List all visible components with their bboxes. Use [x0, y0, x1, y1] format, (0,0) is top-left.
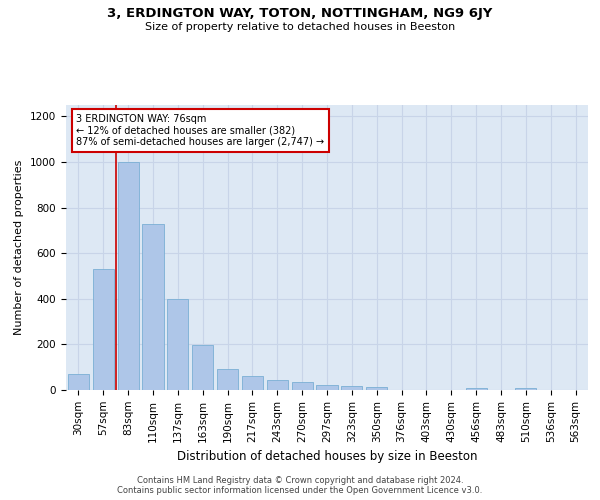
Text: Size of property relative to detached houses in Beeston: Size of property relative to detached ho…: [145, 22, 455, 32]
Bar: [93, 269, 114, 390]
Bar: [366, 386, 387, 390]
Bar: [515, 388, 536, 390]
Text: 3 ERDINGTON WAY: 76sqm
← 12% of detached houses are smaller (382)
87% of semi-de: 3 ERDINGTON WAY: 76sqm ← 12% of detached…: [76, 114, 325, 147]
Y-axis label: Number of detached properties: Number of detached properties: [14, 160, 25, 335]
Bar: [466, 388, 487, 390]
Bar: [142, 224, 164, 390]
Bar: [267, 380, 288, 390]
Bar: [292, 382, 313, 390]
Bar: [118, 162, 139, 390]
Bar: [192, 345, 213, 390]
Bar: [68, 374, 89, 390]
X-axis label: Distribution of detached houses by size in Beeston: Distribution of detached houses by size …: [177, 450, 477, 463]
Bar: [217, 370, 238, 390]
Bar: [316, 386, 338, 390]
Text: Contains HM Land Registry data © Crown copyright and database right 2024.
Contai: Contains HM Land Registry data © Crown c…: [118, 476, 482, 495]
Bar: [242, 376, 263, 390]
Text: 3, ERDINGTON WAY, TOTON, NOTTINGHAM, NG9 6JY: 3, ERDINGTON WAY, TOTON, NOTTINGHAM, NG9…: [107, 8, 493, 20]
Bar: [341, 386, 362, 390]
Bar: [167, 299, 188, 390]
